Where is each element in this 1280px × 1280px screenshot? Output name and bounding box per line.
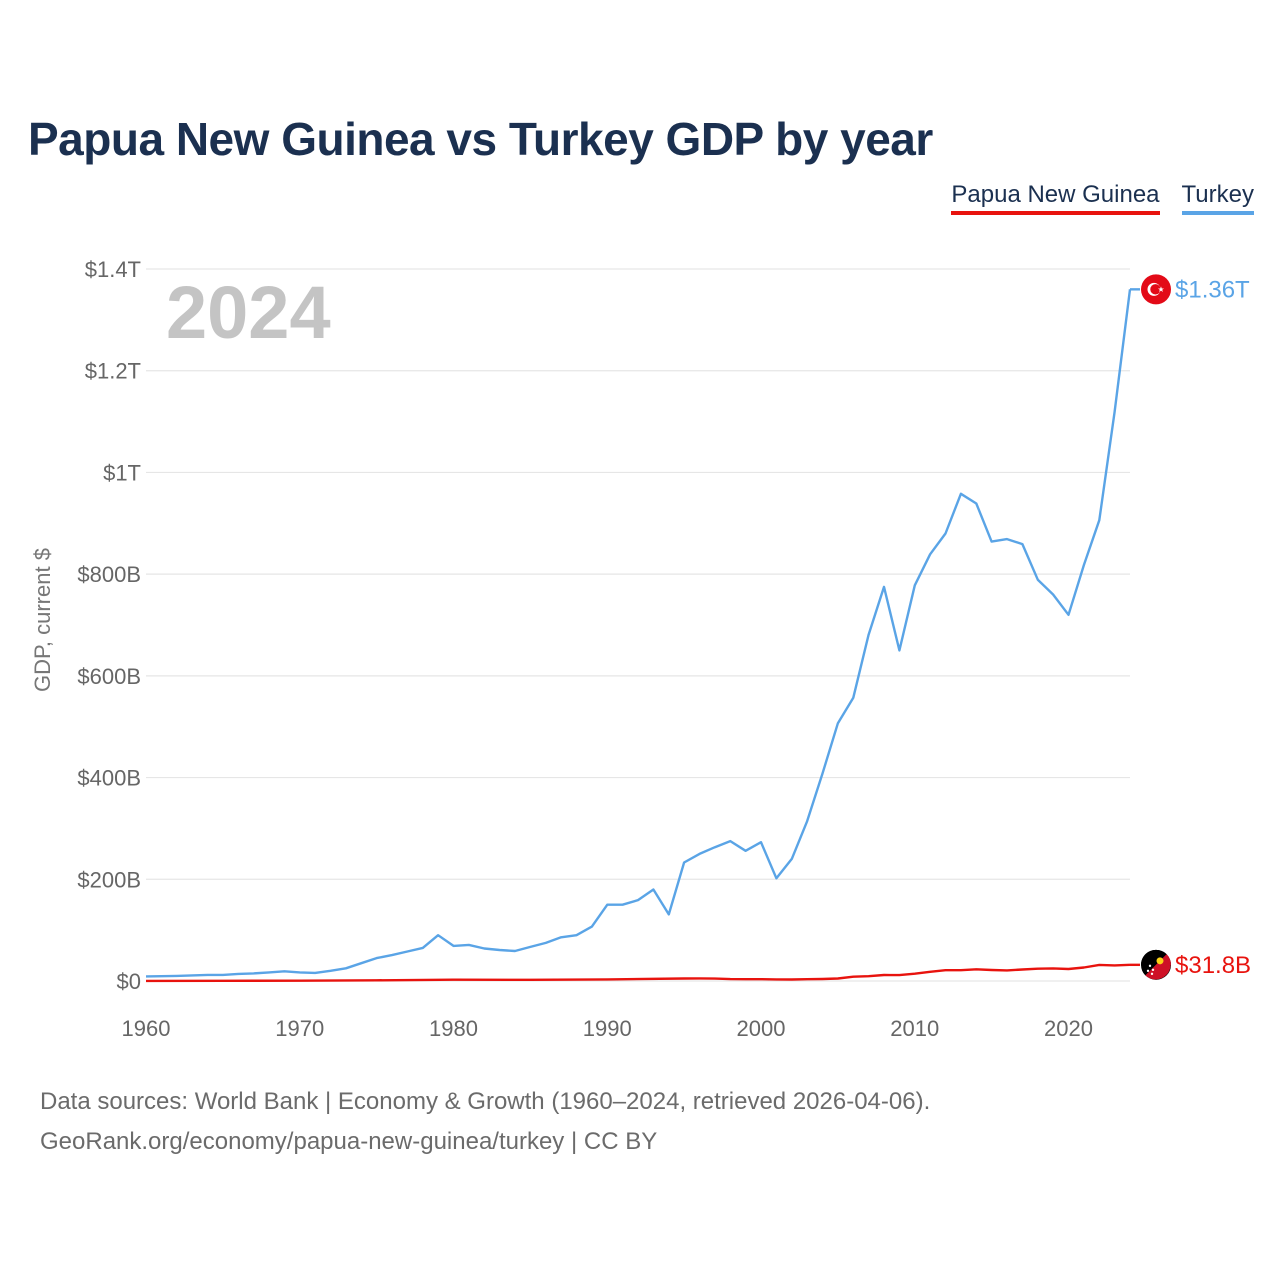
end-label-turkey: $1.36T [1175, 276, 1250, 303]
series-line-papua-new-guinea [145, 963, 1131, 983]
y-axis-ticks: $0 $200B $400B $600B $800B $1T $1.2T $1.4T [77, 257, 141, 994]
series-line-turkey [145, 289, 1132, 978]
x-tick-label: 2000 [737, 1016, 786, 1041]
chart-title: Papua New Guinea vs Turkey GDP by year [28, 113, 933, 165]
y-tick-label: $1.4T [85, 257, 141, 282]
papua-new-guinea-flag-icon [1141, 949, 1171, 980]
y-tick-label: $600B [77, 664, 141, 689]
end-labels: $1.36T $31.8B [1130, 274, 1251, 980]
x-tick-label: 2020 [1044, 1016, 1093, 1041]
legend: Papua New Guinea Turkey [951, 181, 1254, 215]
y-tick-label: $1.2T [85, 359, 141, 384]
x-tick-label: 2010 [890, 1016, 939, 1041]
y-tick-label: $800B [77, 562, 141, 587]
x-tick-label: 1960 [122, 1016, 171, 1041]
legend-item-turkey[interactable]: Turkey [1181, 181, 1254, 215]
y-tick-label: $1T [103, 460, 141, 485]
grid-lines [146, 268, 1130, 982]
year-marker: 2024 [166, 271, 331, 354]
series-lines [145, 289, 1132, 983]
turkey-flag-icon [1141, 274, 1171, 305]
x-tick-label: 1980 [429, 1016, 478, 1041]
source-line-1: Data sources: World Bank | Economy & Gro… [40, 1088, 931, 1115]
x-tick-label: 1990 [583, 1016, 632, 1041]
y-tick-label: $0 [117, 969, 141, 994]
x-tick-label: 1970 [275, 1016, 324, 1041]
source-line-2[interactable]: GeoRank.org/economy/papua-new-guinea/tur… [40, 1128, 658, 1155]
end-label-papua-new-guinea: $31.8B [1175, 952, 1251, 979]
y-tick-label: $400B [77, 766, 141, 791]
legend-item-papua-new-guinea[interactable]: Papua New Guinea [951, 181, 1160, 215]
y-axis-label: GDP, current $ [30, 548, 55, 692]
x-axis-ticks: 1960 1970 1980 1990 2000 2010 2020 [122, 1016, 1093, 1041]
y-tick-label: $200B [77, 867, 141, 892]
source-note: Data sources: World Bank | Economy & Gro… [40, 1082, 930, 1162]
